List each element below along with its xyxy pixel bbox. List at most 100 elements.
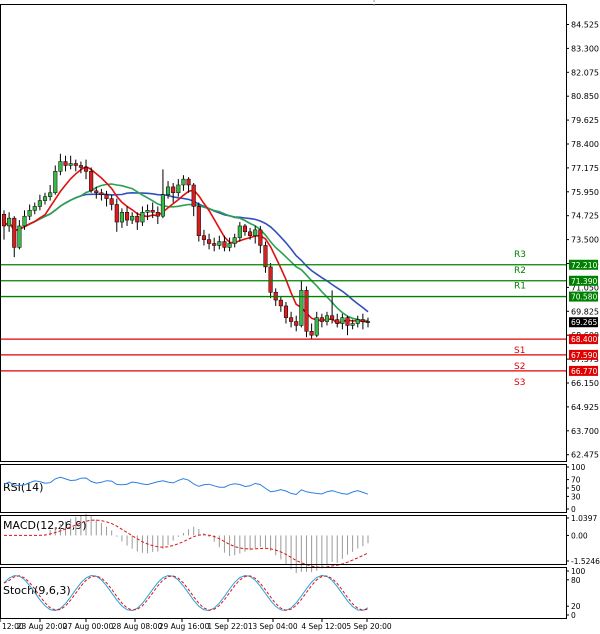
candle-body-up [355,319,360,324]
candle-body-down [304,290,309,332]
candle-body-down [294,321,299,326]
candle [263,241,268,273]
level-price-label: 66.770 [571,367,597,376]
rsi-tick-label: 100 [571,463,586,472]
candle [63,155,68,172]
candle-body-up [17,225,22,248]
level-price-label: 70.580 [571,293,597,302]
candle-body-down [289,317,294,322]
macd-tick-label: 0.00 [571,531,588,540]
level-price-box [569,275,598,286]
level-price-box [569,291,598,302]
price-tick-label: 84.525 [571,21,599,30]
candle [7,212,12,232]
price-tick-label: 82.075 [571,68,599,77]
rsi-tick-label: 30 [571,492,581,501]
level-name-s3: S3 [514,378,525,388]
candle [299,280,304,328]
candle [37,194,42,211]
candle-body-down [309,331,314,336]
candle [309,323,314,340]
candle [345,315,350,336]
candle-body-down [114,204,119,223]
candle [217,235,222,250]
candle [365,317,371,328]
candle-body-down [360,319,365,322]
price-tick-label: 77.175 [571,164,599,173]
rsi-label: RSI(14) [3,481,43,494]
candle [160,169,165,219]
candle-body-up [253,229,258,236]
candle [130,212,135,224]
candle [58,153,63,176]
stoch-tick-label: 20 [571,602,581,611]
candle [135,212,140,230]
candle-body-down [212,243,217,246]
candle-body-up [314,317,319,336]
candle-body-up [232,237,237,244]
candle-body-up [340,317,345,324]
time-tick-label: 5 Sep 20:00 [346,622,392,631]
price-tick-label: 64.925 [571,403,599,412]
candle-body-up [160,194,165,217]
level-name-r3: R3 [514,250,526,260]
current-price-box [569,317,598,328]
candle-body-down [73,163,78,166]
time-tick-label: 1 Sep 22:01 [207,622,253,631]
level-name-r2: R2 [514,266,526,276]
level-price-label: 71.390 [571,277,597,286]
candle-body-down [155,212,160,217]
candle [324,311,330,326]
candle [114,198,119,232]
price-panel: 84.525 83.300 82.075 80.850 79.625 78.400 77.1… [0,21,599,460]
candle [253,225,258,244]
level-name-r1: R1 [514,282,526,292]
candle [212,237,217,252]
candle [78,161,83,174]
candle [207,233,212,250]
level-name-s2: S2 [514,362,525,372]
candle-body-up [58,161,63,172]
candle [355,315,360,328]
candle [289,311,294,328]
candle [242,223,248,236]
rsi-tick-label: 0 [571,505,576,514]
level-price-label: 72.210 [571,261,597,270]
candle-body-up [166,186,171,195]
price-tick-label: 73.500 [571,236,599,245]
price-tick-label: 80.850 [571,92,599,101]
candle [278,296,283,312]
candle [191,183,196,217]
panel-frame [0,4,567,462]
candle-body-down [94,190,99,194]
candle [171,183,176,203]
candle-body-down [196,206,201,236]
candle-body-up [299,290,304,326]
candle [73,159,78,172]
candle [83,159,89,180]
candle [314,311,319,338]
candle-body-down [335,319,340,324]
stoch-tick-label: 80 [571,576,581,585]
price-tick-label: 78.400 [571,140,599,149]
level-price-box [569,334,598,345]
time-tick-label: 3 Sep 04:00 [252,622,298,631]
level-price-label: 67.590 [571,351,597,360]
candle [222,235,227,252]
candle-body-down [83,167,89,172]
level-price-box [569,365,598,376]
candle [196,202,201,242]
candle [201,229,206,246]
candle-body-down [104,194,109,199]
candle-body-down [191,184,196,207]
candle [350,319,355,330]
candle [330,290,335,324]
candle-body-up [22,215,27,227]
candle-body-down [263,245,268,268]
price-tick-label: 75.950 [571,188,599,197]
time-tick-label: 29 Aug 16:00 [159,622,210,631]
time-tick-label: 12:00 [2,622,24,631]
candle [237,222,242,242]
